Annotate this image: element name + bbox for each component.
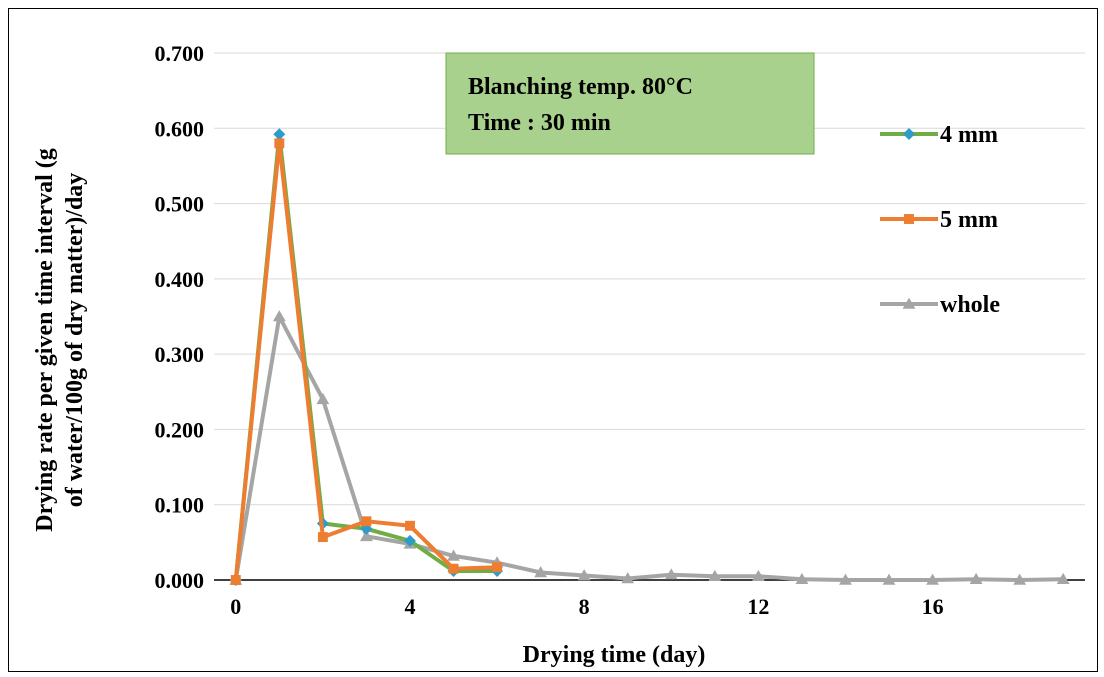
x-axis-title: Drying time (day) bbox=[523, 642, 706, 668]
data-point-whole bbox=[882, 573, 896, 585]
data-point-whole bbox=[751, 569, 765, 582]
x-tick-label: 4 bbox=[404, 594, 415, 619]
legend: 4 mm 5 mm whole bbox=[880, 122, 1000, 318]
y-tick-label: 0.400 bbox=[155, 267, 205, 292]
y-tick-label: 0.500 bbox=[155, 192, 205, 217]
y-axis-title-line: of water/100g of dry matter)/day bbox=[62, 173, 88, 508]
data-point-whole bbox=[272, 310, 286, 322]
tick-labels: 0.000 0.100 0.200 0.300 0.400 0.500 0.600 0.700… bbox=[155, 41, 944, 619]
y-tick-label: 0.600 bbox=[155, 116, 205, 141]
legend-marker-4-mm bbox=[903, 128, 915, 140]
legend-marker-whole bbox=[902, 297, 916, 309]
x-tick-label: 12 bbox=[747, 594, 769, 619]
y-tick-label: 0.700 bbox=[155, 41, 205, 66]
series-lines bbox=[229, 128, 1070, 586]
y-tick-label: 0.300 bbox=[155, 342, 205, 367]
data-point-4-mm bbox=[403, 534, 416, 547]
legend-label-5-mm: 5 mm bbox=[940, 207, 998, 233]
y-tick-label: 0.200 bbox=[155, 417, 205, 442]
data-point-5-mm bbox=[405, 520, 415, 531]
data-point-5-mm bbox=[448, 563, 459, 574]
data-point-whole bbox=[839, 573, 852, 585]
x-tick-label: 0 bbox=[230, 594, 241, 619]
x-tick-label: 16 bbox=[922, 594, 944, 619]
x-tick-label: 8 bbox=[579, 594, 590, 619]
data-point-whole bbox=[577, 569, 591, 581]
data-point-4-mm bbox=[273, 128, 286, 141]
data-point-whole bbox=[664, 568, 678, 580]
data-point-5-mm bbox=[230, 575, 241, 585]
data-point-whole bbox=[795, 572, 809, 585]
data-point-whole bbox=[316, 392, 330, 405]
data-point-whole bbox=[926, 573, 939, 585]
data-point-whole bbox=[447, 549, 460, 561]
annotation-line: Time : 30 min bbox=[468, 110, 611, 136]
annotation-line: Blanching temp. 80°C bbox=[468, 74, 693, 100]
legend-label-whole: whole bbox=[940, 292, 1000, 318]
annotation-box: Blanching temp. 80°C Time : 30 min bbox=[445, 52, 815, 155]
legend-marker-5-mm bbox=[904, 214, 914, 224]
data-point-whole bbox=[708, 569, 722, 582]
data-point-whole bbox=[1056, 572, 1070, 585]
annotation-box-bg bbox=[445, 52, 815, 155]
data-point-5-mm bbox=[274, 138, 285, 149]
data-point-whole bbox=[621, 572, 635, 584]
legend-label-4-mm: 4 mm bbox=[940, 122, 998, 148]
y-tick-label: 0.000 bbox=[155, 568, 205, 593]
data-point-5-mm bbox=[317, 532, 328, 543]
series-line-whole bbox=[233, 314, 1066, 582]
y-tick-label: 0.100 bbox=[155, 493, 205, 518]
y-axis-title-line: Drying rate per given time interval (g bbox=[32, 148, 58, 531]
series-line-5-mm bbox=[233, 141, 500, 582]
data-point-whole bbox=[1013, 573, 1027, 585]
data-point-whole bbox=[360, 529, 373, 542]
data-point-5-mm bbox=[492, 562, 503, 573]
data-point-5-mm bbox=[361, 516, 372, 527]
data-point-whole bbox=[534, 566, 548, 578]
data-point-whole bbox=[969, 572, 983, 585]
axis-titles: Drying time (day) Drying rate per given t… bbox=[32, 148, 705, 668]
